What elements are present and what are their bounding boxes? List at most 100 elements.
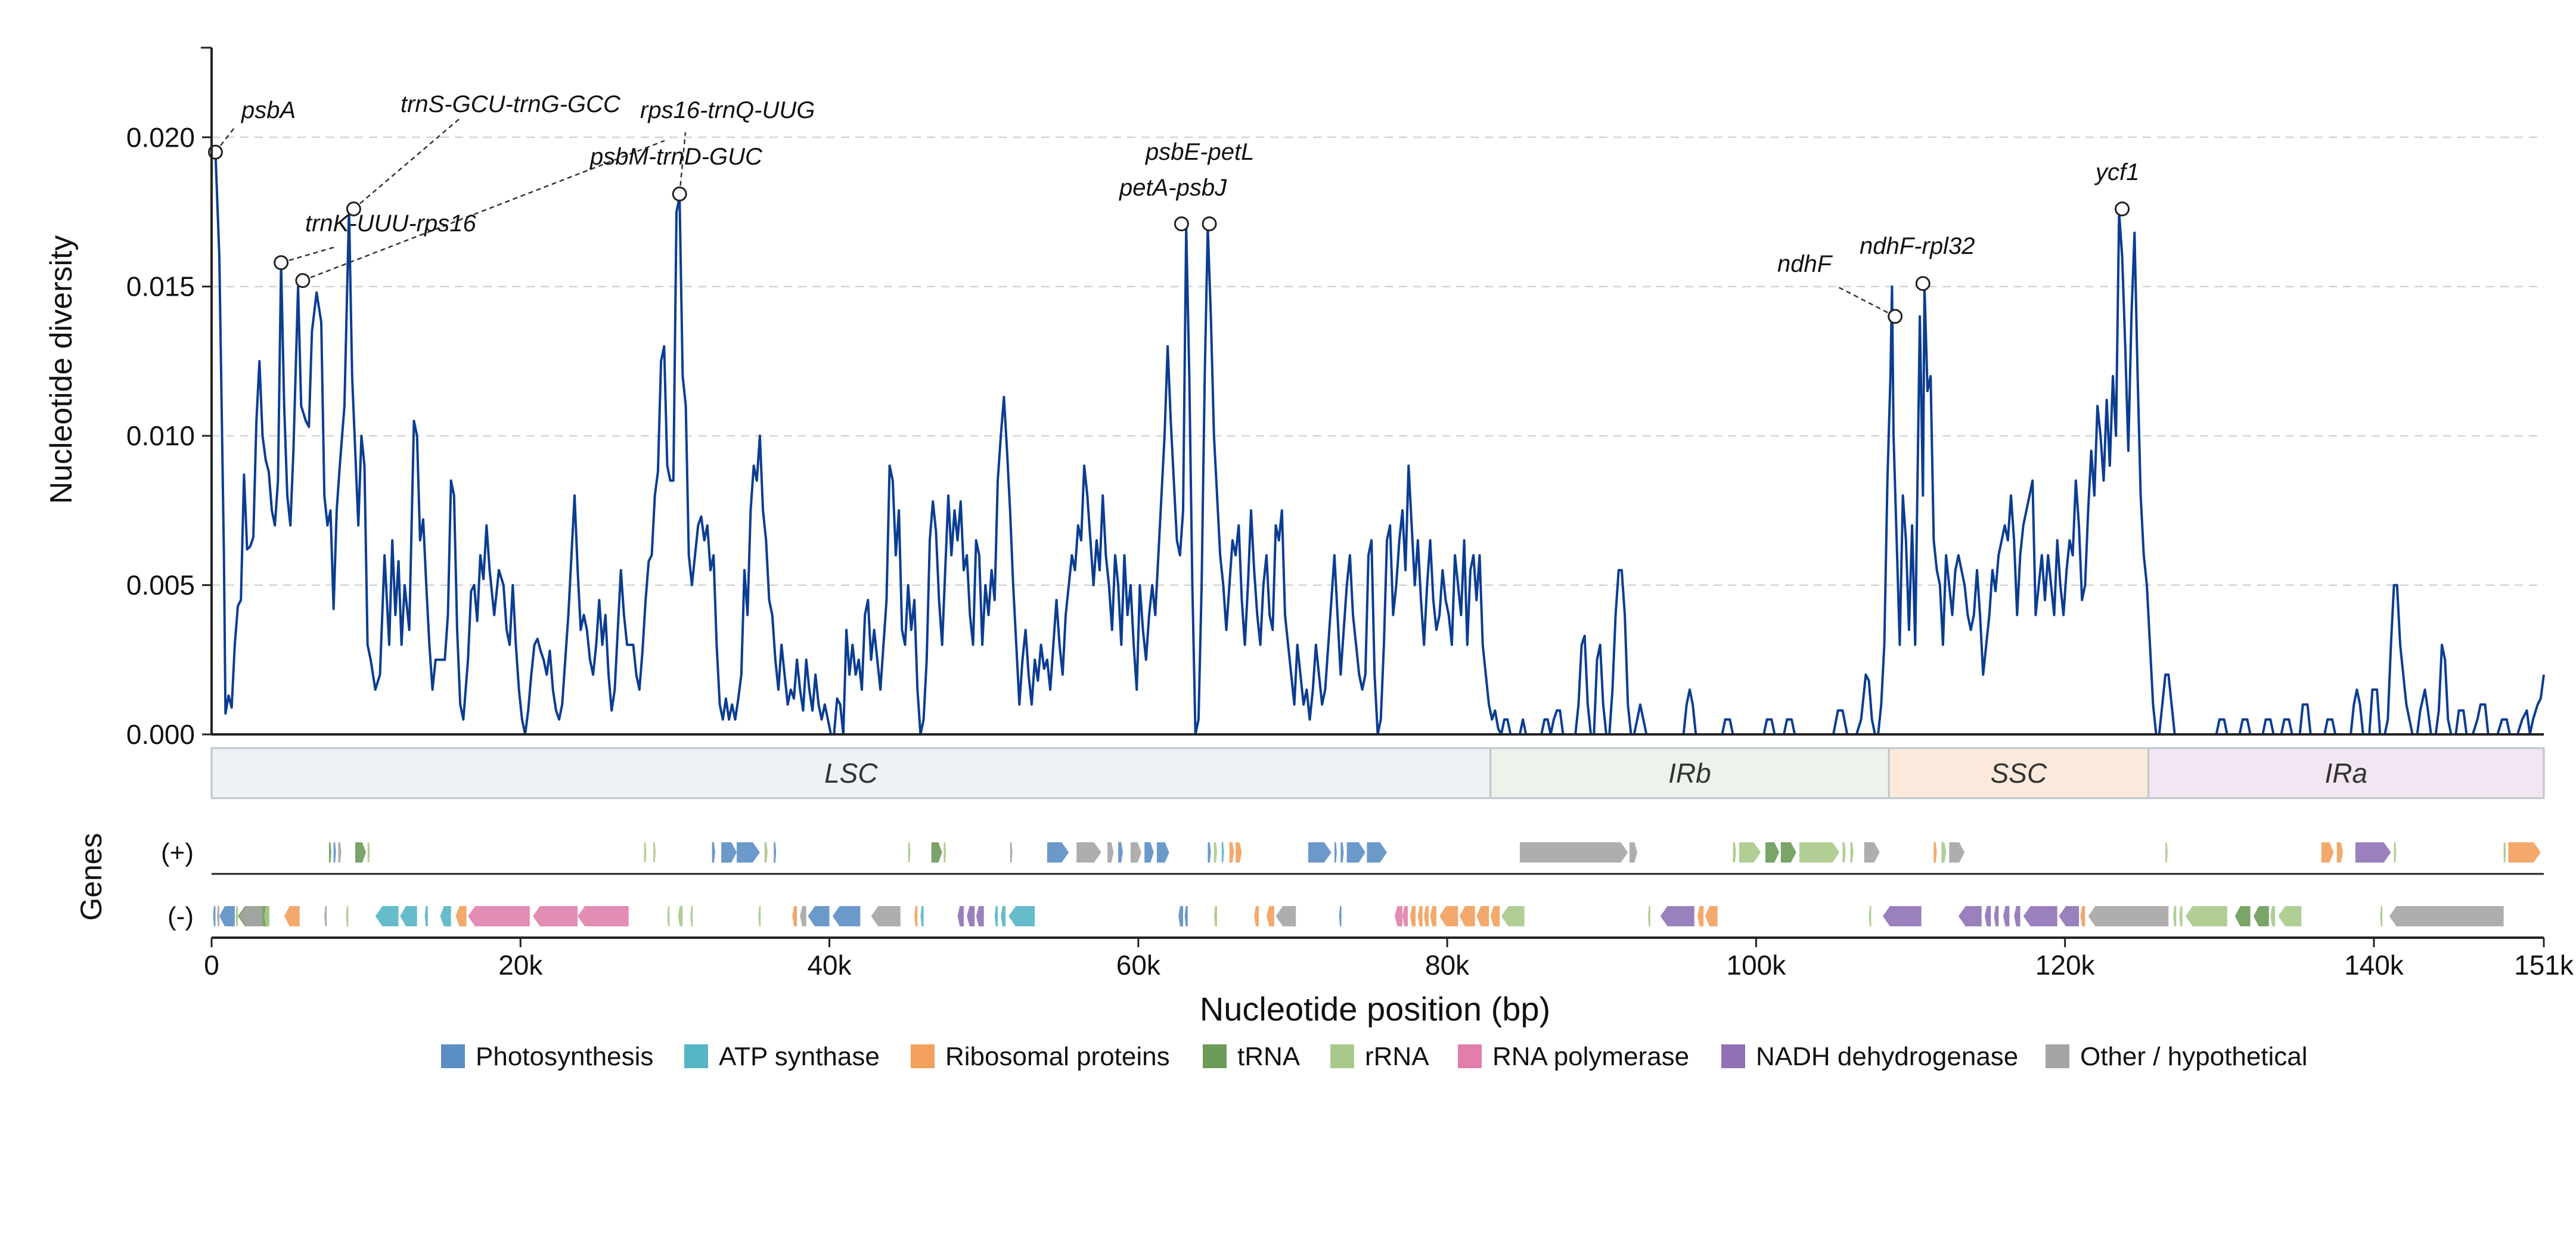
peak-marker: [1888, 309, 1903, 324]
gene-minus-strand: [2080, 906, 2085, 926]
region-band: [2147, 747, 2545, 799]
legend-label: RNA polymerase: [1492, 1042, 1689, 1071]
gene-minus-strand: [578, 906, 629, 926]
gene-plus-strand: [1780, 842, 1796, 863]
gene-plus-strand: [1629, 842, 1637, 863]
gene-plus-strand: [1346, 842, 1365, 863]
y-tick-label: 0.010: [126, 420, 195, 451]
gene-minus-strand: [957, 906, 964, 926]
gene-plus-strand: [1010, 842, 1013, 863]
legend-label: Photosynthesis: [476, 1042, 653, 1071]
gene-minus-strand: [239, 906, 263, 926]
gene-plus-strand: [1733, 842, 1736, 863]
peak-label: trnK-UUU-rps16: [305, 210, 476, 237]
gene-minus-strand: [1697, 906, 1704, 926]
gene-plus-strand: [1229, 842, 1234, 863]
x-tick-label: 80k: [1425, 950, 1470, 981]
gene-minus-strand: [235, 906, 238, 926]
gene-minus-strand: [1178, 906, 1183, 926]
gene-plus-strand: [1334, 842, 1337, 863]
gene-plus-strand: [1941, 842, 1947, 863]
gene-minus-strand: [424, 906, 428, 926]
gene-plus-strand: [1864, 842, 1880, 863]
gene-plus-strand: [1842, 842, 1846, 863]
x-axis-ticks: 0 20k 40k 60k 80k 100k 120k 140k 151k: [204, 936, 2574, 981]
y-tick-label: 0.005: [126, 570, 195, 601]
peak-leader-line: [1838, 286, 1896, 317]
gene-minus-strand: [1254, 906, 1259, 926]
gene-minus-strand: [2270, 906, 2276, 926]
gene-minus-strand: [213, 906, 216, 926]
diversity-series-line: [212, 151, 2545, 736]
peak-label: psbM-trnD-GUC: [589, 144, 763, 170]
y-axis-ticks: 0.000 0.005 0.010 0.015 0.020: [126, 122, 212, 750]
gene-plus-strand: [1308, 842, 1332, 863]
gene-minus-strand: [455, 906, 467, 926]
gene-minus-strand: [264, 906, 270, 926]
peak-leader-lines: [215, 119, 1896, 317]
gene-plus-strand: [1933, 842, 1937, 863]
peak-label: trnS-GCU-trnG-GCC: [401, 91, 621, 117]
gene-minus-strand: [871, 906, 901, 926]
peak-label: ndhF: [1777, 251, 1833, 277]
region-label: SSC: [1991, 758, 2047, 789]
gene-minus-strand: [967, 906, 975, 926]
peak-label: psbE-petL: [1145, 139, 1254, 165]
gene-minus-strand: [994, 906, 998, 926]
gene-minus-strand: [1430, 906, 1436, 926]
gene-minus-strand: [324, 906, 327, 926]
gene-plus-strand: [1739, 842, 1761, 863]
gene-minus-strand: [1410, 906, 1416, 926]
gene-plus-strand: [2394, 842, 2397, 863]
peak-marker: [672, 186, 687, 201]
gene-minus-strand: [920, 906, 924, 926]
gene-minus-strand: [1395, 906, 1402, 926]
gene-minus-strand: [1213, 906, 1217, 926]
gene-plus-strand: [2321, 842, 2334, 863]
gene-minus-strand: [1266, 906, 1274, 926]
gene-minus-strand: [2253, 906, 2269, 926]
peak-labels: psbA trnK-UUU-rps16 psbM-trnD-GUC trnS-GCU-…: [241, 91, 2139, 277]
gene-plus-strand: [333, 842, 336, 863]
gene-minus-strand: [1424, 906, 1429, 926]
gene-minus-strand: [346, 906, 349, 926]
gene-plus-strand: [1221, 842, 1224, 863]
gene-minus-strand: [2059, 906, 2079, 926]
gene-minus-strand: [2278, 906, 2302, 926]
gene-plus-strand: [1118, 842, 1123, 863]
legend-label: tRNA: [1237, 1042, 1301, 1071]
peak-label: rps16-trnQ-UUG: [640, 97, 815, 123]
legend-swatch: [911, 1044, 935, 1068]
peak-label: ycf1: [2094, 159, 2139, 185]
gene-minus-strand: [1275, 906, 1296, 926]
gene-plus-strand: [1144, 842, 1154, 863]
gene-plus-strand: [1076, 842, 1101, 863]
gene-minus-strand: [976, 906, 984, 926]
x-tick-label: 100k: [1727, 950, 1787, 981]
gene-plus-strand: [721, 842, 737, 863]
gene-track-title: Genes: [75, 833, 108, 920]
peak-marker: [1915, 276, 1931, 291]
gene-minus-strand: [1417, 906, 1423, 926]
region-label: IRb: [1668, 758, 1711, 789]
legend-swatch: [2046, 1044, 2069, 1068]
gene-minus-strand: [1459, 906, 1475, 926]
peak-marker: [1202, 216, 1217, 232]
gene-minus-strand: [2185, 906, 2227, 926]
gene-minus-strand: [400, 906, 417, 926]
gene-plus-strand: [1156, 842, 1169, 863]
gene-plus-strand: [774, 842, 777, 863]
gene-minus-strand: [800, 906, 806, 926]
gene-minus-strand: [1984, 906, 1991, 926]
peak-marker: [2115, 201, 2130, 216]
gene-minus-strand: [217, 906, 219, 926]
gene-minus-strand: [2014, 906, 2021, 926]
gene-plus-strand: [944, 842, 946, 863]
gene-minus-strand: [1001, 906, 1005, 926]
gene-minus-strand: [1660, 906, 1694, 926]
gene-minus-strand: [792, 906, 797, 926]
legend-swatch: [1458, 1044, 1482, 1068]
peak-marker: [295, 273, 311, 289]
peak-label: petA-psbJ: [1119, 175, 1227, 201]
